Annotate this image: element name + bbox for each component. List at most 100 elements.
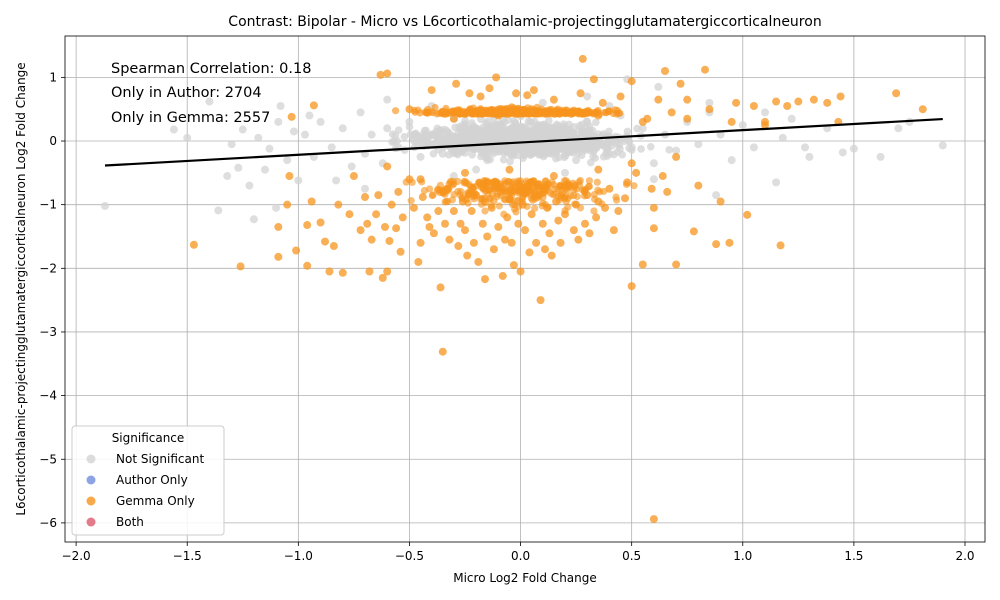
point-gemma-only	[534, 191, 543, 200]
point-not-significant	[561, 168, 569, 177]
point-gemma-only	[394, 187, 403, 196]
point-not-significant	[265, 144, 274, 153]
point-not-significant	[473, 136, 482, 145]
point-gemma-only	[383, 69, 392, 78]
point-gemma-only	[683, 95, 692, 104]
point-gemma-only	[647, 184, 656, 193]
point-gemma-only	[783, 102, 792, 111]
point-gemma-only	[274, 222, 283, 231]
point-gemma-only	[476, 92, 485, 101]
point-gemma-only	[378, 273, 387, 282]
point-gemma-only	[471, 109, 480, 117]
point-gemma-only	[630, 182, 638, 190]
legend-entry-label: Gemma Only	[116, 494, 195, 508]
point-gemma-only	[365, 267, 374, 276]
legend: Significance Not Significant Author Only G…	[71, 425, 225, 536]
point-gemma-only	[649, 224, 658, 233]
point-gemma-only	[424, 109, 432, 117]
point-not-significant	[305, 111, 314, 120]
point-gemma-only	[490, 178, 499, 186]
point-not-significant	[519, 142, 527, 151]
point-gemma-only	[436, 283, 445, 292]
point-gemma-only	[538, 219, 547, 228]
point-gemma-only	[561, 108, 569, 117]
point-not-significant	[487, 129, 496, 137]
x-tick-label: 0.5	[622, 549, 641, 563]
point-gemma-only	[569, 226, 578, 235]
point-gemma-only	[536, 296, 545, 305]
x-tick-label: 1.5	[844, 549, 863, 563]
x-tick-label: −2.0	[62, 549, 91, 563]
point-not-significant	[778, 133, 787, 142]
point-gemma-only	[683, 114, 692, 123]
point-gemma-only	[338, 268, 347, 277]
point-gemma-only	[514, 219, 523, 228]
point-not-significant	[505, 146, 514, 155]
point-gemma-only	[727, 117, 736, 126]
point-not-significant	[623, 127, 632, 136]
point-gemma-only	[385, 236, 394, 245]
point-not-significant	[391, 131, 400, 140]
point-gemma-only	[512, 89, 521, 98]
point-gemma-only	[809, 95, 818, 104]
point-not-significant	[579, 131, 587, 140]
point-gemma-only	[492, 73, 501, 82]
point-not-significant	[516, 130, 525, 139]
point-gemma-only	[589, 75, 598, 84]
point-not-significant	[332, 176, 341, 185]
legend-title: Significance	[112, 431, 185, 445]
point-gemma-only	[507, 238, 516, 247]
point-gemma-only	[418, 193, 427, 202]
point-not-significant	[585, 125, 594, 134]
point-gemma-only	[554, 216, 563, 225]
point-gemma-only	[367, 235, 376, 244]
point-gemma-only	[892, 89, 901, 98]
point-not-significant	[367, 130, 376, 139]
point-gemma-only	[552, 197, 561, 206]
point-not-significant	[559, 120, 568, 128]
point-gemma-only	[465, 89, 474, 98]
point-gemma-only	[372, 210, 381, 219]
point-not-significant	[894, 124, 903, 133]
point-not-significant	[472, 124, 481, 133]
point-not-significant	[938, 141, 947, 150]
point-not-significant	[400, 132, 409, 141]
point-gemma-only	[414, 257, 423, 266]
point-not-significant	[468, 150, 476, 159]
point-gemma-only	[593, 178, 601, 186]
point-gemma-only	[236, 262, 245, 271]
point-not-significant	[406, 130, 415, 139]
point-gemma-only	[612, 193, 620, 201]
point-gemma-only	[761, 121, 769, 130]
point-gemma-only	[716, 197, 725, 206]
point-gemma-only	[581, 219, 589, 228]
point-gemma-only	[749, 102, 758, 111]
point-gemma-only	[594, 111, 603, 120]
point-not-significant	[772, 178, 781, 187]
point-gemma-only	[387, 200, 396, 209]
point-gemma-only	[547, 251, 556, 260]
point-gemma-only	[609, 226, 618, 235]
point-gemma-only	[392, 224, 401, 233]
point-gemma-only	[583, 191, 592, 200]
point-gemma-only	[611, 106, 619, 114]
point-gemma-only	[583, 109, 591, 117]
point-gemma-only	[477, 110, 486, 118]
point-gemma-only	[552, 107, 560, 115]
point-not-significant	[588, 141, 597, 150]
point-gemma-only	[414, 106, 422, 114]
point-not-significant	[849, 144, 858, 153]
legend-entry-label: Both	[116, 515, 144, 529]
point-not-significant	[289, 127, 298, 136]
point-not-significant	[449, 132, 458, 140]
point-gemma-only	[356, 226, 365, 235]
point-gemma-only	[545, 229, 554, 238]
point-gemma-only	[363, 219, 372, 228]
point-gemma-only	[287, 112, 296, 121]
y-axis-ticks: −6 −5 −4 −3 −2 −1 0 1	[39, 70, 65, 530]
plot-frame	[64, 35, 986, 543]
point-gemma-only	[456, 191, 464, 199]
point-not-significant	[238, 125, 247, 134]
point-gemma-only	[449, 207, 458, 216]
point-not-significant	[483, 117, 492, 126]
